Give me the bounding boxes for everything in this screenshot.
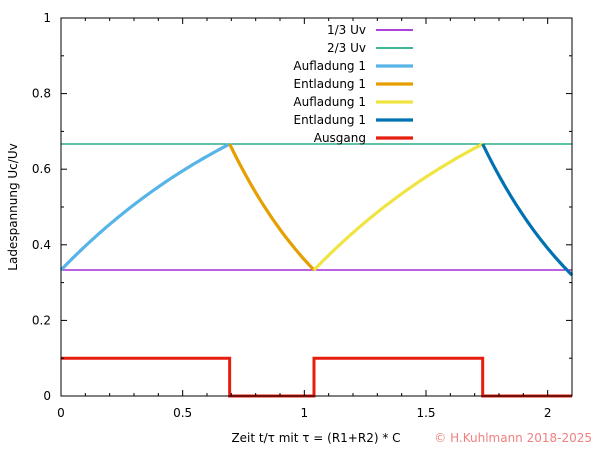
y-tick-label: 0.4 xyxy=(32,238,51,252)
x-axis-label: Zeit t/τ mit τ = (R1+R2) * C xyxy=(231,431,400,445)
series-line-6 xyxy=(61,356,572,398)
legend-label-1: 2/3 Uv xyxy=(327,41,366,55)
legend-label-0: 1/3 Uv xyxy=(327,23,366,37)
legend: 1/3 Uv 2/3 Uv Aufladung 1 Entladung 1 Auflad… xyxy=(293,23,413,145)
series-line-4 xyxy=(312,142,484,272)
y-tick-label: 0.8 xyxy=(32,87,51,101)
copyright-text: © H.Kuhlmann 2018-2025 xyxy=(434,431,592,445)
x-tick-label: 1 xyxy=(301,406,309,420)
x-tick-label: 1.5 xyxy=(416,406,435,420)
y-tick-label: 1 xyxy=(43,11,51,25)
legend-label-3: Entladung 1 xyxy=(294,77,366,91)
legend-label-4: Aufladung 1 xyxy=(293,95,366,109)
x-tick-label: 0.5 xyxy=(173,406,192,420)
y-tick-label: 0 xyxy=(43,389,51,403)
plot-frame xyxy=(60,17,573,397)
x-tick-label: 0 xyxy=(57,406,65,420)
y-tick-label: 0.6 xyxy=(32,162,51,176)
y-tick-label: 0.2 xyxy=(32,313,51,327)
legend-label-2: Aufladung 1 xyxy=(293,59,366,73)
series-line-3 xyxy=(228,143,316,272)
x-tick-label: 2 xyxy=(544,406,552,420)
legend-label-6: Ausgang xyxy=(314,131,366,145)
series-line-2 xyxy=(59,142,231,272)
legend-label-5: Entladung 1 xyxy=(294,113,366,127)
series-line-5 xyxy=(481,143,574,277)
y-axis-label: Ladespannung Uc/Uv xyxy=(6,143,20,270)
